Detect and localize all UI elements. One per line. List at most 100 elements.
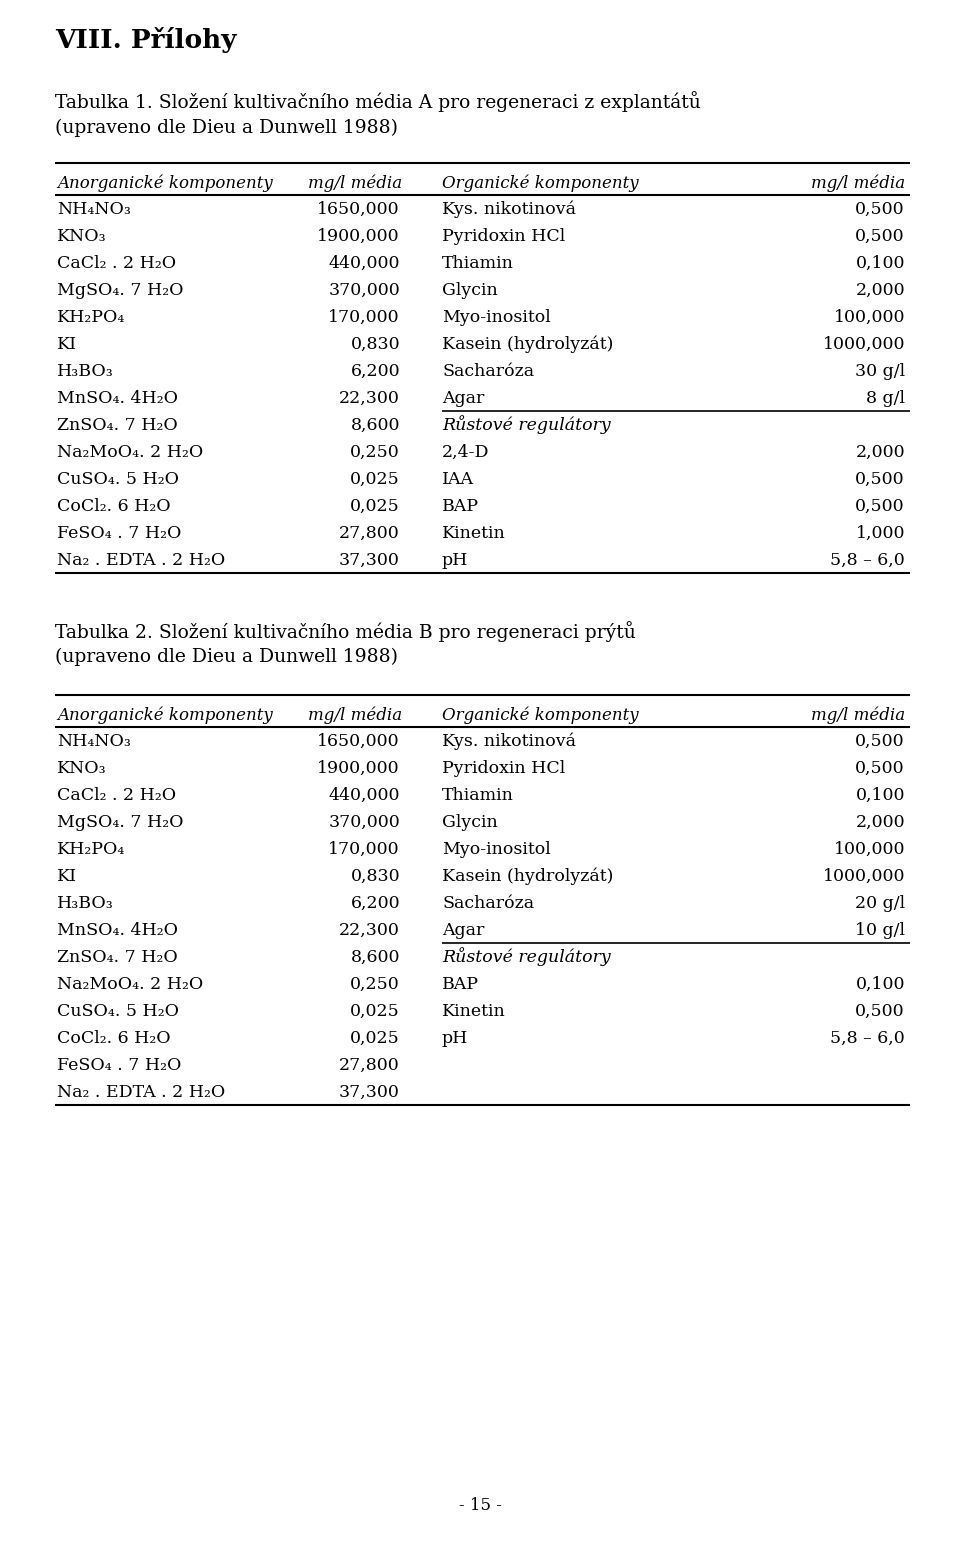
Text: 8,600: 8,600 — [350, 417, 400, 434]
Text: 0,500: 0,500 — [855, 228, 905, 245]
Text: 1000,000: 1000,000 — [823, 869, 905, 886]
Text: mg/l média: mg/l média — [811, 707, 905, 724]
Text: ZnSO₄. 7 H₂O: ZnSO₄. 7 H₂O — [57, 949, 178, 966]
Text: Pyridoxin HCl: Pyridoxin HCl — [442, 228, 565, 245]
Text: 0,830: 0,830 — [350, 336, 400, 353]
Text: NH₄NO₃: NH₄NO₃ — [57, 201, 131, 218]
Text: CoCl₂. 6 H₂O: CoCl₂. 6 H₂O — [57, 498, 171, 515]
Text: 1000,000: 1000,000 — [823, 336, 905, 353]
Text: (upraveno dle Dieu a Dunwell 1988): (upraveno dle Dieu a Dunwell 1988) — [55, 119, 398, 137]
Text: Kinetin: Kinetin — [442, 525, 506, 542]
Text: 440,000: 440,000 — [328, 255, 400, 272]
Text: MgSO₄. 7 H₂O: MgSO₄. 7 H₂O — [57, 815, 183, 832]
Text: 8 g/l: 8 g/l — [866, 390, 905, 407]
Text: 0,025: 0,025 — [350, 471, 400, 488]
Text: Na₂ . EDTA . 2 H₂O: Na₂ . EDTA . 2 H₂O — [57, 552, 226, 569]
Text: Růstové regulátory: Růstové regulátory — [442, 415, 611, 434]
Text: Kys. nikotinová: Kys. nikotinová — [442, 733, 576, 750]
Text: Na₂MoO₄. 2 H₂O: Na₂MoO₄. 2 H₂O — [57, 444, 204, 461]
Text: 0,100: 0,100 — [855, 977, 905, 994]
Text: 6,200: 6,200 — [350, 895, 400, 912]
Text: KI: KI — [57, 336, 77, 353]
Text: Na₂MoO₄. 2 H₂O: Na₂MoO₄. 2 H₂O — [57, 977, 204, 994]
Text: 0,250: 0,250 — [350, 444, 400, 461]
Text: 27,800: 27,800 — [339, 525, 400, 542]
Text: KH₂PO₄: KH₂PO₄ — [57, 309, 126, 326]
Text: KH₂PO₄: KH₂PO₄ — [57, 841, 126, 858]
Text: pH: pH — [442, 552, 468, 569]
Text: 440,000: 440,000 — [328, 787, 400, 804]
Text: 1900,000: 1900,000 — [318, 761, 400, 778]
Text: 1650,000: 1650,000 — [318, 733, 400, 750]
Text: 1900,000: 1900,000 — [318, 228, 400, 245]
Text: 2,000: 2,000 — [855, 444, 905, 461]
Text: FeSO₄ . 7 H₂O: FeSO₄ . 7 H₂O — [57, 1057, 181, 1074]
Text: - 15 -: - 15 - — [459, 1497, 501, 1514]
Text: Agar: Agar — [442, 390, 485, 407]
Text: CuSO₄. 5 H₂O: CuSO₄. 5 H₂O — [57, 471, 179, 488]
Text: MnSO₄. 4H₂O: MnSO₄. 4H₂O — [57, 923, 178, 940]
Text: 0,025: 0,025 — [350, 1003, 400, 1020]
Text: CaCl₂ . 2 H₂O: CaCl₂ . 2 H₂O — [57, 787, 176, 804]
Text: 30 g/l: 30 g/l — [854, 363, 905, 380]
Text: 5,8 – 6,0: 5,8 – 6,0 — [830, 1031, 905, 1048]
Text: pH: pH — [442, 1031, 468, 1048]
Text: Kasein (hydrolyzát): Kasein (hydrolyzát) — [442, 867, 613, 886]
Text: Thiamin: Thiamin — [442, 787, 514, 804]
Text: 8,600: 8,600 — [350, 949, 400, 966]
Text: Kinetin: Kinetin — [442, 1003, 506, 1020]
Text: 0,025: 0,025 — [350, 1031, 400, 1048]
Text: Pyridoxin HCl: Pyridoxin HCl — [442, 761, 565, 778]
Text: Na₂ . EDTA . 2 H₂O: Na₂ . EDTA . 2 H₂O — [57, 1085, 226, 1102]
Text: Thiamin: Thiamin — [442, 255, 514, 272]
Text: 0,500: 0,500 — [855, 733, 905, 750]
Text: 20 g/l: 20 g/l — [854, 895, 905, 912]
Text: 170,000: 170,000 — [328, 309, 400, 326]
Text: CaCl₂ . 2 H₂O: CaCl₂ . 2 H₂O — [57, 255, 176, 272]
Text: 5,8 – 6,0: 5,8 – 6,0 — [830, 552, 905, 569]
Text: 0,100: 0,100 — [855, 255, 905, 272]
Text: VIII. Přílohy: VIII. Přílohy — [55, 26, 236, 52]
Text: Tabulka 1. Složení kultivačního média A pro regeneraci z explantátů: Tabulka 1. Složení kultivačního média A … — [55, 91, 701, 113]
Text: mg/l média: mg/l média — [308, 707, 402, 724]
Text: 0,100: 0,100 — [855, 787, 905, 804]
Text: KI: KI — [57, 869, 77, 886]
Text: KNO₃: KNO₃ — [57, 228, 107, 245]
Text: 2,000: 2,000 — [855, 282, 905, 299]
Text: 37,300: 37,300 — [339, 552, 400, 569]
Text: 100,000: 100,000 — [833, 309, 905, 326]
Text: 370,000: 370,000 — [328, 282, 400, 299]
Text: 6,200: 6,200 — [350, 363, 400, 380]
Text: MnSO₄. 4H₂O: MnSO₄. 4H₂O — [57, 390, 178, 407]
Text: Myo-inositol: Myo-inositol — [442, 841, 551, 858]
Text: FeSO₄ . 7 H₂O: FeSO₄ . 7 H₂O — [57, 525, 181, 542]
Text: Glycin: Glycin — [442, 815, 497, 832]
Text: CuSO₄. 5 H₂O: CuSO₄. 5 H₂O — [57, 1003, 179, 1020]
Text: 370,000: 370,000 — [328, 815, 400, 832]
Text: H₃BO₃: H₃BO₃ — [57, 895, 113, 912]
Text: mg/l média: mg/l média — [308, 174, 402, 191]
Text: KNO₃: KNO₃ — [57, 761, 107, 778]
Text: Organické komponenty: Organické komponenty — [442, 174, 638, 191]
Text: 22,300: 22,300 — [339, 923, 400, 940]
Text: MgSO₄. 7 H₂O: MgSO₄. 7 H₂O — [57, 282, 183, 299]
Text: 0,500: 0,500 — [855, 471, 905, 488]
Text: 2,000: 2,000 — [855, 815, 905, 832]
Text: 0,500: 0,500 — [855, 761, 905, 778]
Text: 0,500: 0,500 — [855, 1003, 905, 1020]
Text: BAP: BAP — [442, 498, 479, 515]
Text: BAP: BAP — [442, 977, 479, 994]
Text: Glycin: Glycin — [442, 282, 497, 299]
Text: Růstové regulátory: Růstové regulátory — [442, 947, 611, 966]
Text: 0,500: 0,500 — [855, 201, 905, 218]
Text: Tabulka 2. Složení kultivačního média B pro regeneraci prýtů: Tabulka 2. Složení kultivačního média B … — [55, 620, 636, 642]
Text: (upraveno dle Dieu a Dunwell 1988): (upraveno dle Dieu a Dunwell 1988) — [55, 648, 398, 667]
Text: Agar: Agar — [442, 923, 485, 940]
Text: 0,250: 0,250 — [350, 977, 400, 994]
Text: Organické komponenty: Organické komponenty — [442, 707, 638, 724]
Text: 27,800: 27,800 — [339, 1057, 400, 1074]
Text: 1650,000: 1650,000 — [318, 201, 400, 218]
Text: 100,000: 100,000 — [833, 841, 905, 858]
Text: 0,830: 0,830 — [350, 869, 400, 886]
Text: 37,300: 37,300 — [339, 1085, 400, 1102]
